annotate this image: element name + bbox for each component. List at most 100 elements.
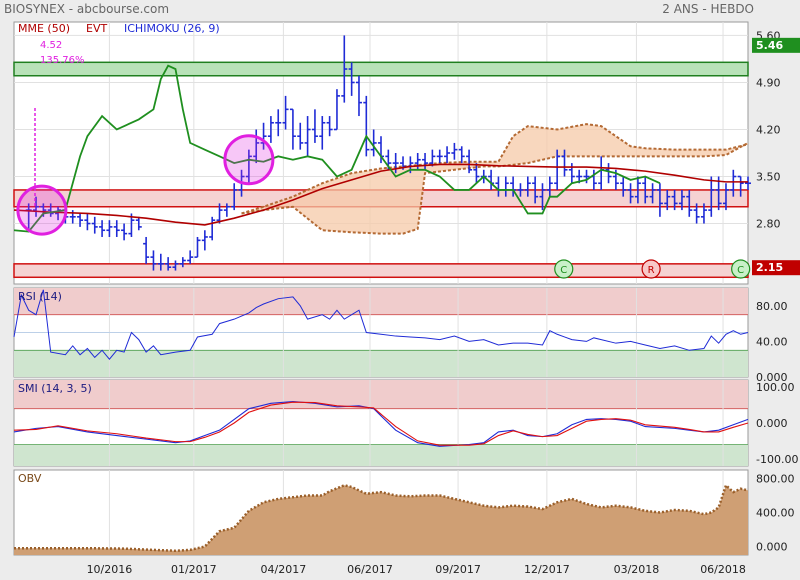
rsi-zone-oversold bbox=[14, 350, 748, 377]
ohlc-bar bbox=[282, 95, 289, 130]
ohlc-bar bbox=[524, 176, 531, 197]
ohlc-bar bbox=[311, 109, 318, 143]
price-tag bbox=[752, 260, 800, 276]
obv-tick-label: 400.00 bbox=[756, 507, 795, 520]
ohlc-bar bbox=[216, 203, 223, 224]
ohlc-bar bbox=[187, 250, 194, 264]
legend-item: ICHIMOKU (26, 9) bbox=[124, 22, 220, 35]
ohlc-bar bbox=[444, 146, 451, 164]
ohlc-bar bbox=[554, 149, 561, 190]
ohlc-bar bbox=[466, 149, 473, 174]
ichimoku-cloud bbox=[241, 124, 749, 234]
ohlc-bar bbox=[113, 220, 120, 237]
ohlc-bar bbox=[253, 129, 260, 164]
smi-tick-label: -100.00 bbox=[756, 453, 798, 466]
mme-line bbox=[13, 163, 748, 226]
smi-zone-overbought bbox=[14, 380, 748, 409]
resistance-zone bbox=[13, 61, 749, 77]
ohlc-bar bbox=[143, 236, 150, 264]
price-tick-label: 3.50 bbox=[756, 171, 781, 184]
ohlc-bar bbox=[363, 95, 370, 157]
ohlc-bar bbox=[686, 189, 693, 217]
ohlc-bar bbox=[561, 149, 568, 177]
highlight-circle-0 bbox=[16, 184, 68, 236]
ohlc-bar bbox=[179, 257, 186, 268]
ohlc-bar bbox=[620, 176, 627, 197]
ohlc-bar bbox=[473, 163, 480, 184]
obv-line bbox=[14, 483, 749, 553]
ohlc-bar bbox=[275, 109, 282, 137]
ohlc-bar bbox=[91, 216, 98, 234]
ohlc-bar bbox=[708, 176, 715, 217]
ohlc-bar bbox=[451, 142, 458, 160]
ohlc-bar bbox=[693, 203, 700, 224]
ohlc-bar bbox=[634, 176, 641, 204]
ohlc-bar bbox=[333, 89, 340, 131]
ohlc-bar bbox=[671, 189, 678, 211]
ohlc-bar bbox=[458, 146, 465, 164]
signal-label: C bbox=[560, 265, 567, 276]
x-tick-label: 06/2017 bbox=[347, 563, 393, 576]
smi-title: SMI (14, 3, 5) bbox=[18, 382, 92, 395]
x-tick-label: 06/2018 bbox=[700, 563, 746, 576]
ohlc-bar bbox=[157, 253, 164, 271]
ohlc-bar bbox=[649, 183, 656, 204]
ohlc-bar bbox=[370, 129, 377, 157]
smi-tick-label: 0.000 bbox=[756, 417, 788, 430]
ohlc-bar bbox=[730, 169, 737, 197]
ohlc-bar bbox=[429, 149, 436, 167]
ohlc-bar bbox=[737, 175, 744, 197]
signal-marker bbox=[731, 259, 751, 279]
ohlc-bar bbox=[700, 203, 707, 224]
cloud-lower-line bbox=[241, 142, 749, 235]
ohlc-bar bbox=[605, 163, 612, 184]
ohlc-bar bbox=[355, 75, 362, 117]
ohlc-bar bbox=[422, 153, 429, 170]
price-tag bbox=[752, 37, 800, 53]
x-tick-label: 10/2016 bbox=[87, 563, 133, 576]
ohlc-bar bbox=[165, 257, 172, 271]
obv-tick-label: 0.000 bbox=[756, 541, 788, 554]
ohlc-bar bbox=[348, 62, 355, 96]
x-tick-label: 12/2017 bbox=[524, 563, 570, 576]
ohlc-bar bbox=[539, 183, 546, 211]
ohlc-bar bbox=[209, 216, 216, 241]
ohlc-bar bbox=[84, 213, 91, 231]
ohlc-bar bbox=[297, 122, 304, 150]
rsi-tick-label: 80.00 bbox=[756, 300, 788, 313]
ohlc-bar bbox=[436, 149, 443, 164]
annotation-pct: 135.76% bbox=[40, 55, 85, 66]
ohlc-bar bbox=[260, 122, 267, 150]
ohlc-bar bbox=[77, 213, 84, 227]
smi-tick-label: 100.00 bbox=[756, 381, 795, 394]
legend-item: MME (50) bbox=[18, 22, 70, 35]
header-right: 2 ANS - HEBDO bbox=[662, 2, 754, 16]
ohlc-bar bbox=[583, 169, 590, 184]
ohlc-bar bbox=[517, 183, 524, 197]
signal-label: C bbox=[737, 265, 744, 276]
signal-label: R bbox=[648, 265, 655, 276]
ohlc-bar bbox=[642, 176, 649, 204]
smi-line-1 bbox=[13, 401, 749, 446]
smi-zone-oversold bbox=[14, 444, 748, 466]
x-tick-label: 03/2018 bbox=[614, 563, 660, 576]
ohlc-bar bbox=[231, 183, 238, 211]
rsi-tick-label: 40.00 bbox=[756, 335, 788, 348]
ohlc-bar bbox=[722, 183, 729, 211]
rsi-zone-overbought bbox=[14, 288, 748, 315]
ohlc-bar bbox=[392, 153, 399, 174]
ohlc-bar bbox=[99, 220, 106, 237]
ohlc-bar bbox=[745, 176, 751, 190]
ohlc-bar bbox=[267, 116, 274, 143]
annotation-value: 4.52 bbox=[40, 40, 62, 51]
obv-area bbox=[14, 485, 748, 555]
legend-item: EVT bbox=[86, 22, 107, 35]
price-tag-label: 5.46 bbox=[756, 39, 783, 52]
ohlc-bar bbox=[678, 189, 685, 211]
ohlc-bar bbox=[715, 176, 722, 211]
ohlc-bar bbox=[106, 220, 113, 237]
ichimoku-line bbox=[13, 64, 661, 233]
rsi-title: RSI (14) bbox=[18, 290, 62, 303]
x-tick-label: 04/2017 bbox=[261, 563, 307, 576]
